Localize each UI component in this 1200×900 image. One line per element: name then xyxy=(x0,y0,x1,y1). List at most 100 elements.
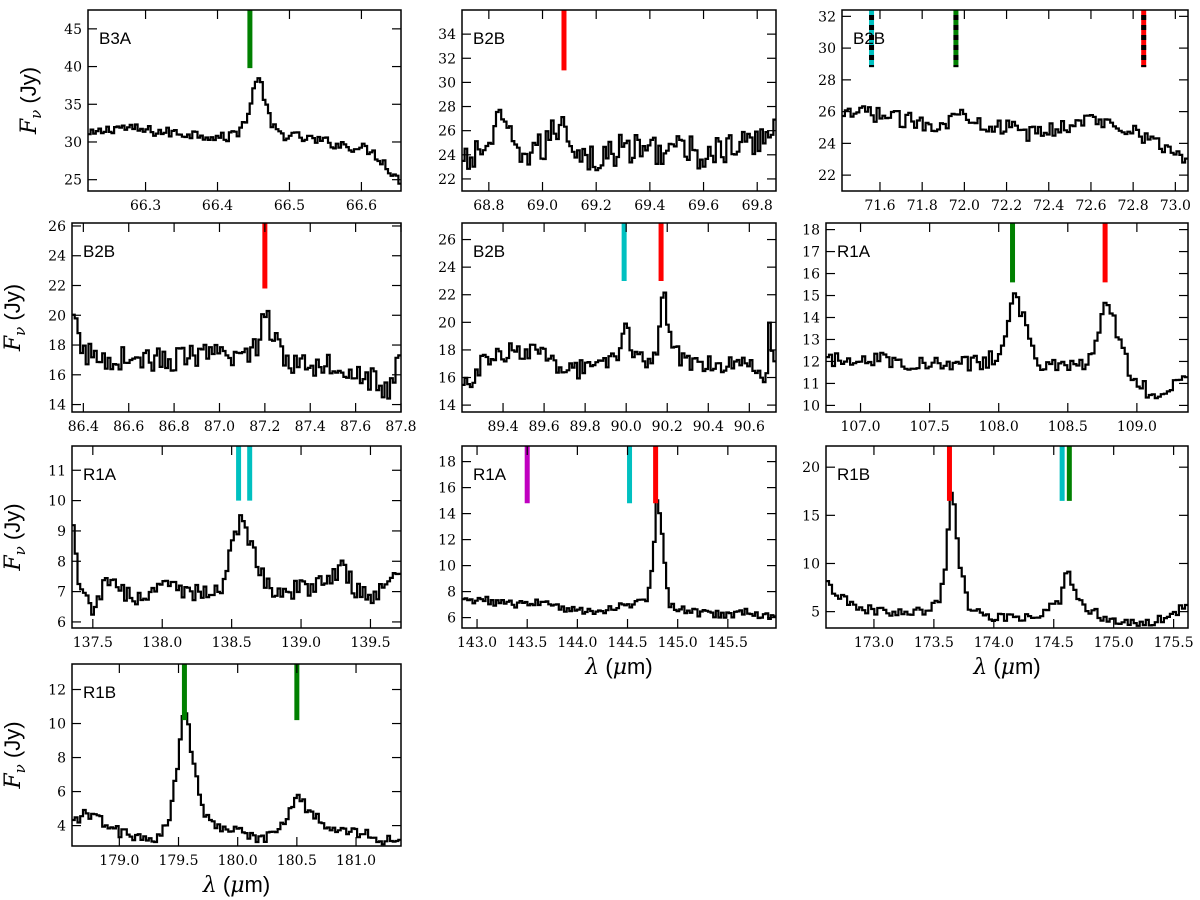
y-tick-label: 30 xyxy=(64,135,82,151)
x-tick-label: 90.4 xyxy=(693,419,724,435)
y-tick-label: 18 xyxy=(802,223,820,239)
y-tick-label: 16 xyxy=(438,481,456,497)
x-tick-label: 174.5 xyxy=(1034,635,1074,651)
y-tick-label: 15 xyxy=(802,289,820,305)
x-tick-label: 90.6 xyxy=(734,419,765,435)
x-tick-label: 71.6 xyxy=(864,198,895,214)
y-tick-label: 15 xyxy=(802,508,820,524)
y-tick-label: 22 xyxy=(438,288,456,304)
spectrum-line xyxy=(72,309,401,400)
axes-frame xyxy=(825,445,1189,629)
x-tick-label: 69.0 xyxy=(527,198,558,214)
axes-frame xyxy=(87,9,402,192)
panel-7: 137.5 138.0 138.5 139.0 139.5 6 7 8 9 10 11 R1A Fν (… xyxy=(0,445,402,651)
panel-3: 71.6 71.8 72.0 72.2 72.4 72.6 72.8 73.0 22 24 26 28… xyxy=(818,9,1191,214)
y-tick-label: 6 xyxy=(447,611,456,627)
x-tick-label: 86.8 xyxy=(159,419,190,435)
y-tick-label: 28 xyxy=(818,73,836,89)
x-tick-label: 72.0 xyxy=(949,198,980,214)
x-tick-label: 68.8 xyxy=(473,198,504,214)
y-tick-label: 20 xyxy=(438,315,456,331)
x-tick-label: 108.0 xyxy=(979,419,1019,435)
x-tick-label: 66.5 xyxy=(274,198,305,214)
y-tick-label: 30 xyxy=(438,75,456,91)
spectrum-line xyxy=(72,712,401,846)
axes-frame xyxy=(71,222,402,413)
y-axis-label: Fν (Jy) xyxy=(0,721,29,789)
y-tick-label: 11 xyxy=(802,376,820,392)
panel-band-label: R1A xyxy=(83,465,117,484)
y-tick-label: 40 xyxy=(64,60,82,76)
y-tick-label: 17 xyxy=(802,245,820,261)
y-tick-label: 26 xyxy=(48,219,66,235)
x-tick-label: 174.0 xyxy=(974,635,1014,651)
y-tick-label: 14 xyxy=(438,398,456,414)
panel-band-label: B3A xyxy=(99,29,132,48)
y-tick-label: 10 xyxy=(48,494,66,510)
x-tick-label: 181.0 xyxy=(336,853,376,869)
x-tick-label: 145.0 xyxy=(658,635,698,651)
y-tick-label: 10 xyxy=(48,717,66,733)
x-tick-label: 143.0 xyxy=(457,635,497,651)
panel-band-label: B2B xyxy=(473,242,505,261)
y-tick-label: 7 xyxy=(57,585,66,601)
y-tick-label: 25 xyxy=(64,173,82,189)
axes-frame xyxy=(461,445,777,629)
y-tick-label: 4 xyxy=(57,819,66,835)
y-tick-label: 6 xyxy=(57,785,66,801)
x-tick-label: 71.8 xyxy=(907,198,938,214)
x-tick-label: 145.5 xyxy=(708,635,748,651)
y-tick-label: 30 xyxy=(818,41,836,57)
panel-band-label: B2B xyxy=(83,242,115,261)
x-tick-label: 72.6 xyxy=(1075,198,1106,214)
x-tick-label: 144.5 xyxy=(607,635,647,651)
y-tick-label: 9 xyxy=(57,524,66,540)
axes-frame xyxy=(841,9,1189,192)
x-tick-label: 72.8 xyxy=(1118,198,1149,214)
x-tick-label: 86.6 xyxy=(113,419,144,435)
y-tick-label: 8 xyxy=(57,554,66,570)
y-axis-label: Fν (Jy) xyxy=(16,67,45,135)
y-tick-label: 5 xyxy=(811,605,820,621)
x-tick-label: 89.6 xyxy=(529,419,560,435)
x-tick-label: 69.4 xyxy=(634,198,665,214)
axes-frame xyxy=(71,445,402,629)
spectrum-line xyxy=(826,491,1188,627)
x-tick-label: 69.8 xyxy=(742,198,773,214)
x-tick-label: 66.6 xyxy=(346,198,377,214)
y-tick-label: 28 xyxy=(438,100,456,116)
y-axis-label: Fν (Jy) xyxy=(0,284,29,352)
x-tick-label: 69.6 xyxy=(688,198,719,214)
y-tick-label: 6 xyxy=(57,615,66,631)
x-tick-label: 179.5 xyxy=(158,853,198,869)
y-tick-label: 10 xyxy=(802,398,820,414)
x-tick-label: 173.5 xyxy=(914,635,954,651)
x-tick-label: 179.0 xyxy=(99,853,139,869)
x-tick-label: 87.2 xyxy=(249,419,280,435)
panel-band-label: R1B xyxy=(837,465,870,484)
x-tick-label: 180.5 xyxy=(277,853,317,869)
y-tick-label: 24 xyxy=(818,136,836,152)
x-tick-label: 107.0 xyxy=(840,419,880,435)
y-tick-label: 16 xyxy=(802,267,820,283)
y-tick-label: 24 xyxy=(438,260,456,276)
spectrum-line xyxy=(462,108,776,172)
x-tick-label: 66.4 xyxy=(202,198,233,214)
y-tick-label: 18 xyxy=(48,338,66,354)
y-tick-label: 22 xyxy=(818,168,836,184)
panel-10: 179.0 179.5 180.0 180.5 181.0 4 6 8 10 12 R1B Fν (J… xyxy=(0,663,402,898)
x-tick-label: 175.5 xyxy=(1154,635,1194,651)
spectrum-line xyxy=(72,514,401,616)
x-tick-label: 87.8 xyxy=(385,419,416,435)
x-tick-label: 87.4 xyxy=(295,419,326,435)
y-tick-label: 32 xyxy=(818,9,836,25)
panel-9: 173.0 173.5 174.0 174.5 175.0 175.5 5 10 15 20 R1B… xyxy=(802,445,1194,680)
y-tick-label: 24 xyxy=(48,249,66,265)
y-tick-label: 13 xyxy=(802,332,820,348)
y-tick-label: 20 xyxy=(48,308,66,324)
x-tick-label: 89.8 xyxy=(570,419,601,435)
x-tick-label: 109.0 xyxy=(1117,419,1157,435)
y-tick-label: 22 xyxy=(438,172,456,188)
panel-band-label: B2B xyxy=(473,29,505,48)
spectrum-line xyxy=(462,499,776,620)
